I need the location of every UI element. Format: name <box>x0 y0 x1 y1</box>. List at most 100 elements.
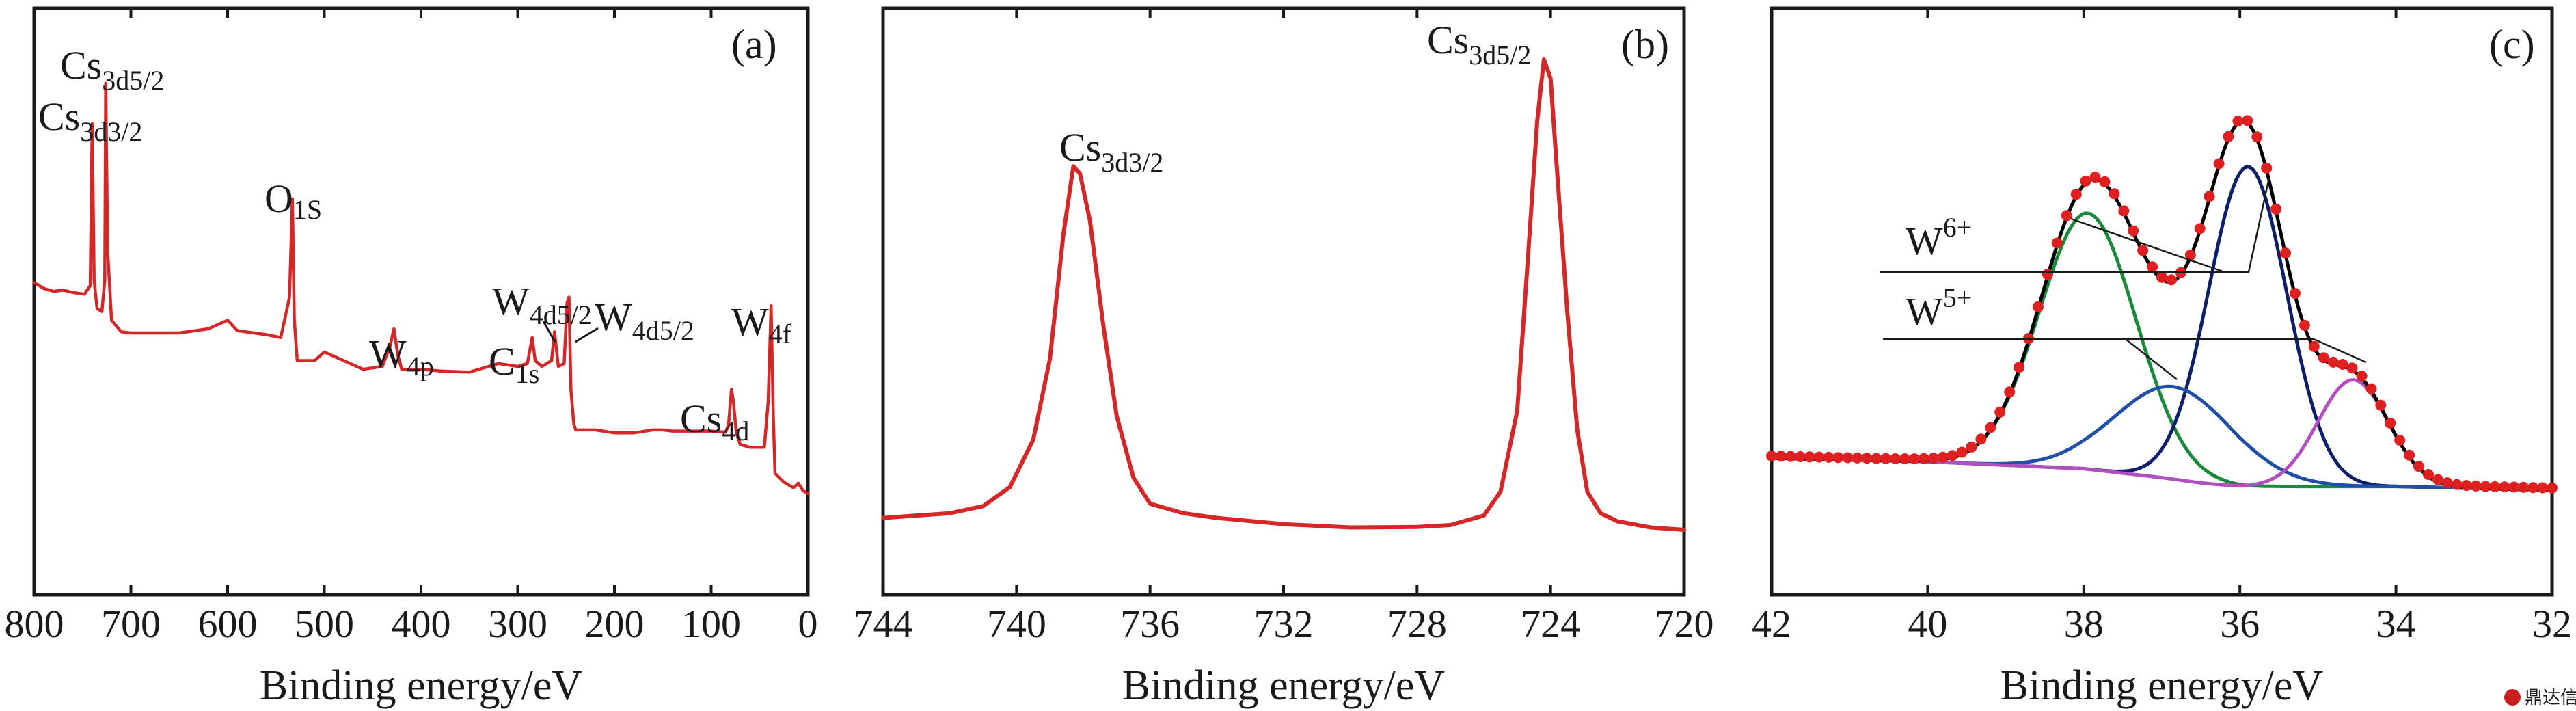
data-point <box>1775 451 1787 462</box>
panel-b-tick-label: 744 <box>854 602 913 646</box>
panel-c-data-points <box>1766 115 2558 494</box>
data-point <box>2184 250 2196 260</box>
data-point <box>2070 189 2082 200</box>
data-point <box>2042 269 2053 280</box>
panel-c: 42 40 38 36 34 32 (c) Binding energy/eV W6+ W… <box>1752 6 2572 709</box>
panel-a-survey-spectrum <box>32 81 810 496</box>
panel-b-tick-label: 728 <box>1387 602 1447 646</box>
panel-b-cs3d-spectrum <box>881 57 1686 532</box>
arrow-w4d-right <box>575 327 599 343</box>
logo-icon <box>2504 689 2521 706</box>
data-point <box>2051 237 2063 249</box>
data-point <box>2346 362 2358 374</box>
annot-w4d52-left: W4d5/2 <box>492 279 592 330</box>
annot-cs3d52: Cs3d5/2 <box>60 43 164 96</box>
data-point <box>2365 383 2377 394</box>
data-point <box>2404 449 2415 461</box>
data-point <box>2356 371 2368 381</box>
data-point <box>2156 271 2167 283</box>
annot-b-cs3d52: Cs3d5/2 <box>1427 18 1531 70</box>
data-point <box>2213 158 2225 170</box>
data-point <box>2280 247 2291 259</box>
watermark: 鼎达信 <box>2504 688 2576 708</box>
data-point <box>2194 223 2206 234</box>
panel-a-tick-label: 500 <box>295 602 354 646</box>
panel-c-tick-label: 34 <box>2376 602 2416 646</box>
data-point <box>2537 482 2549 494</box>
panel-c-x-axis-label: Binding energy/eV <box>2001 662 2324 709</box>
data-point <box>2299 319 2310 331</box>
data-point <box>2232 116 2244 127</box>
panel-b-x-axis-label: Binding energy/eV <box>1122 662 1446 709</box>
data-point <box>2460 480 2472 492</box>
data-point <box>2147 261 2158 273</box>
panel-a-tick-label: 600 <box>198 602 258 646</box>
data-point <box>1985 422 1996 433</box>
data-point <box>1766 451 1777 461</box>
leader-w5-right <box>1883 338 2367 364</box>
data-point <box>2242 115 2253 126</box>
panel-c-letter: (c) <box>2489 22 2535 67</box>
annot-cs4d: Cs4d <box>680 397 749 446</box>
data-point <box>1813 451 1825 463</box>
data-point <box>1927 453 1939 464</box>
panel-b-x-ticks: 744 740 736 732 728 724 720 <box>854 8 1714 646</box>
data-point <box>1966 441 1977 453</box>
watermark-text: 鼎达信 <box>2525 688 2576 708</box>
annot-w4d52-right: W4d5/2 <box>595 295 694 346</box>
annot-w5plus: W5+ <box>1906 282 1972 334</box>
panel-c-tick-label: 38 <box>2064 602 2104 646</box>
data-point <box>1804 451 1815 463</box>
panel-c-frame <box>1770 6 2554 597</box>
panel-b-tick-label: 720 <box>1655 602 1714 646</box>
data-point <box>1975 433 1987 445</box>
data-point <box>2413 461 2424 472</box>
leader-w5-left <box>2125 338 2178 380</box>
data-point <box>2251 131 2263 143</box>
data-point <box>2470 480 2482 492</box>
panel-a-tick-label: 0 <box>798 602 818 646</box>
panel-a-tick-label: 300 <box>488 602 547 646</box>
data-point <box>1937 451 1949 463</box>
data-point <box>2318 352 2329 364</box>
data-point <box>2089 172 2101 183</box>
data-point <box>2128 225 2139 237</box>
panel-c-fit-curves <box>1770 119 2554 492</box>
panel-b-tick-label: 732 <box>1254 602 1314 646</box>
data-point <box>2290 288 2301 299</box>
data-point <box>2261 162 2273 174</box>
data-point <box>2518 481 2530 493</box>
data-point <box>2451 479 2463 490</box>
panel-a: 800 700 600 500 400 300 200 100 0 (a) Binding en… <box>5 6 818 709</box>
data-point <box>1823 451 1834 463</box>
data-point <box>2118 205 2130 217</box>
panel-a-x-ticks: 800 700 600 500 400 300 200 100 0 <box>5 8 818 646</box>
leader-w6-right <box>2225 177 2270 273</box>
panel-a-frame <box>32 6 810 597</box>
data-point <box>1794 451 1806 462</box>
data-point <box>2337 359 2348 370</box>
data-point <box>1908 453 1920 465</box>
panel-a-tick-label: 200 <box>585 602 645 646</box>
data-point <box>2527 482 2539 494</box>
data-point <box>2099 176 2111 187</box>
data-point <box>2204 191 2215 202</box>
data-point <box>1918 453 1929 464</box>
panel-b-frame <box>881 6 1686 597</box>
data-point <box>1861 453 1873 464</box>
panel-a-tick-label: 800 <box>5 602 64 646</box>
peak-w6-4f52-curve <box>1770 165 2554 492</box>
panel-c-x-ticks: 42 40 38 36 34 32 <box>1752 8 2572 646</box>
data-point <box>2375 399 2387 411</box>
data-point <box>1956 446 1968 458</box>
data-point <box>2432 474 2443 485</box>
data-point <box>1880 453 1892 464</box>
data-point <box>2385 417 2396 429</box>
panel-b-letter: (b) <box>1621 22 1669 67</box>
panel-a-tick-label: 700 <box>101 602 161 646</box>
data-point <box>1890 453 1901 464</box>
panel-a-x-axis-label: Binding energy/eV <box>260 662 583 709</box>
panel-a-tick-label: 400 <box>392 602 451 646</box>
panel-c-tick-label: 36 <box>2220 602 2260 646</box>
